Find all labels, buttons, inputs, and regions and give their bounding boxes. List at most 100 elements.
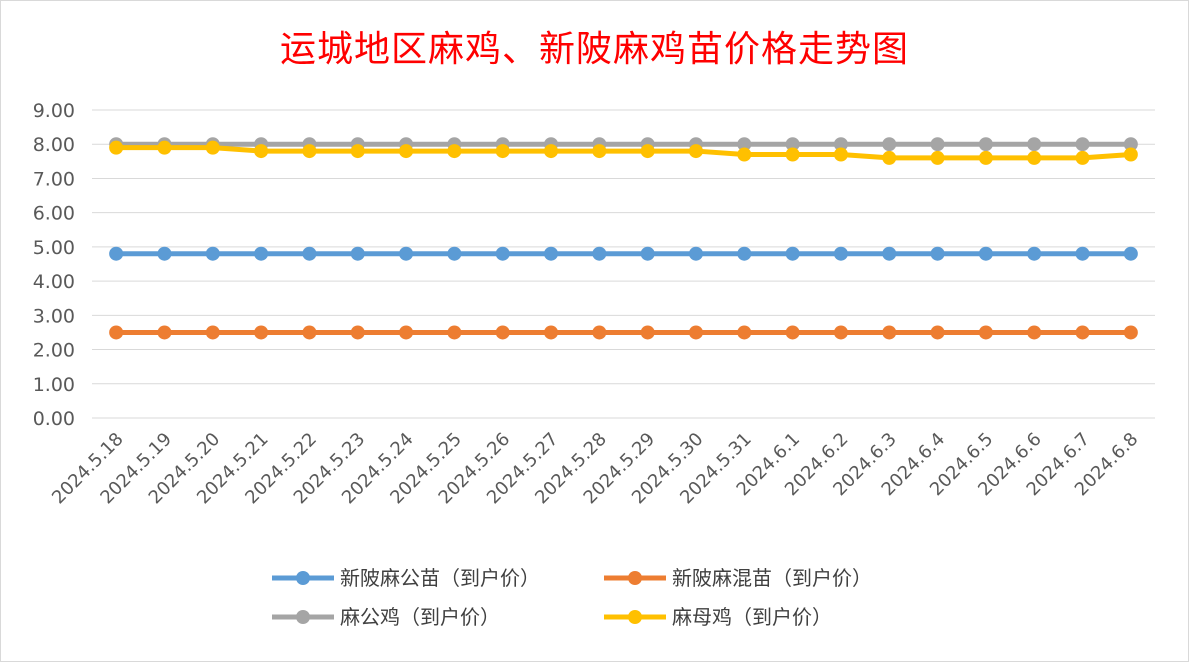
y-tick-label: 8.00 [33,134,75,156]
data-point [447,325,462,340]
y-tick-label: 2.00 [33,340,75,362]
series-0 [109,246,1138,261]
data-point [495,325,510,340]
gridlines [92,109,1155,419]
data-point [1123,147,1138,162]
data-point [254,325,269,340]
data-point [1027,137,1042,152]
data-point [1027,150,1042,165]
data-point [544,325,559,340]
chart-title: 运城地区麻鸡、新陂麻鸡苗价格走势图 [279,29,909,70]
data-point [254,246,269,261]
data-point [688,246,703,261]
legend-label: 麻母鸡（到户价） [672,605,832,629]
legend-entry: 麻公鸡（到户价） [272,605,500,629]
data-point [737,137,752,152]
data-point [1075,150,1090,165]
data-point [737,246,752,261]
data-point [447,144,462,159]
data-point [205,246,220,261]
data-point [544,246,559,261]
data-point [833,137,848,152]
y-tick-label: 5.00 [33,237,75,259]
y-tick-label: 0.00 [33,408,75,430]
legend-label: 新陂麻公苗（到户价） [340,566,540,590]
data-point [737,147,752,162]
data-point [785,147,800,162]
data-point [1075,325,1090,340]
data-point [1123,325,1138,340]
data-point [157,325,172,340]
data-point [640,325,655,340]
legend-entry: 新陂麻公苗（到户价） [272,566,540,590]
data-point [592,325,607,340]
data-point [930,137,945,152]
data-point [350,246,365,261]
data-point [205,325,220,340]
legend-swatch-marker [296,571,310,585]
legend-swatch-marker [296,610,310,624]
legend-entry: 新陂麻混苗（到户价） [604,566,872,590]
data-point [1075,246,1090,261]
data-point [157,140,172,155]
legend-label: 麻公鸡（到户价） [340,605,500,629]
x-axis-ticks: 2024.5.182024.5.192024.5.202024.5.212024… [48,429,1142,509]
data-point [688,144,703,159]
data-point [1027,246,1042,261]
data-point [882,137,897,152]
data-point [882,150,897,165]
data-point [833,246,848,261]
data-point [399,325,414,340]
data-point [785,325,800,340]
y-axis-ticks: 0.00 1.00 2.00 3.00 4.00 5.00 6.00 7.00 8.00 9.00 [33,100,75,430]
legend-entry: 麻母鸡（到户价） [604,605,832,629]
data-point [1075,137,1090,152]
data-point [254,144,269,159]
data-point [688,325,703,340]
data-point [544,144,559,159]
data-point [640,246,655,261]
data-point [1123,246,1138,261]
legend-swatch-marker [628,571,642,585]
data-point [447,246,462,261]
data-point [592,246,607,261]
data-point [785,246,800,261]
data-point [785,137,800,152]
data-point [930,325,945,340]
data-point [350,144,365,159]
y-tick-label: 9.00 [33,100,75,122]
y-tick-label: 1.00 [33,374,75,396]
data-point [930,246,945,261]
y-tick-label: 3.00 [33,305,75,327]
data-point [978,137,993,152]
data-point [157,246,172,261]
data-point [302,246,317,261]
data-point [833,325,848,340]
data-point [109,325,124,340]
data-point [1027,325,1042,340]
data-point [930,150,945,165]
data-point [978,325,993,340]
y-tick-label: 6.00 [33,203,75,225]
data-point [399,144,414,159]
legend: 新陂麻公苗（到户价） 新陂麻混苗（到户价） 麻公鸡（到户价） 麻母鸡（到户价） [272,566,872,629]
data-point [350,325,365,340]
data-point [109,140,124,155]
data-point [205,140,220,155]
data-point [882,325,897,340]
data-point [1123,137,1138,152]
data-point [737,325,752,340]
series-3 [109,140,1138,165]
data-point [302,325,317,340]
data-point [592,144,607,159]
data-point [640,144,655,159]
series-line [116,145,1132,161]
series-1 [109,325,1138,340]
data-point [495,246,510,261]
data-point [399,246,414,261]
series-layer [109,137,1138,340]
data-point [302,144,317,159]
data-point [978,246,993,261]
legend-label: 新陂麻混苗（到户价） [672,566,872,590]
